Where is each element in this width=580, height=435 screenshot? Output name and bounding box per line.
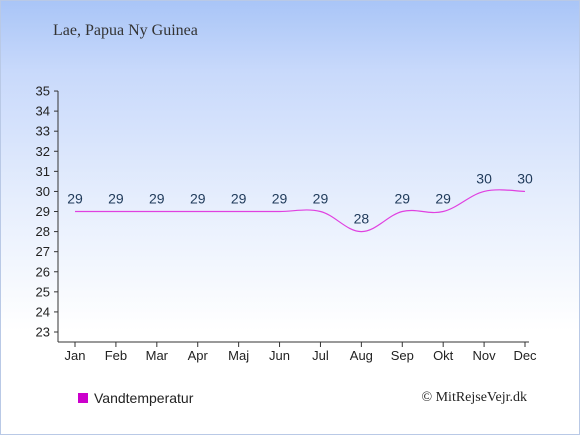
x-tick-label: Jul: [312, 348, 329, 363]
x-tick-label: Maj: [228, 348, 249, 363]
x-tick-label: Dec: [513, 348, 537, 363]
x-tick-label: Feb: [105, 348, 127, 363]
y-tick-label: 35: [36, 84, 50, 99]
x-tick-label: Jun: [269, 348, 290, 363]
y-tick-label: 23: [36, 325, 50, 340]
data-label: 29: [108, 191, 124, 207]
data-label: 29: [272, 191, 288, 207]
y-tick-label: 28: [36, 224, 50, 239]
data-label: 29: [313, 191, 329, 207]
x-tick-label: Nov: [473, 348, 497, 363]
x-tick-label: Jan: [65, 348, 86, 363]
y-tick-label: 34: [36, 104, 50, 119]
y-tick-label: 32: [36, 144, 50, 159]
chart-title: Lae, Papua Ny Guinea: [53, 22, 198, 39]
data-label: 28: [354, 211, 370, 227]
y-tick-label: 33: [36, 124, 50, 139]
data-label: 30: [517, 170, 533, 186]
x-tick-label: Apr: [188, 348, 209, 363]
x-tick-label: Sep: [391, 348, 414, 363]
y-tick-label: 29: [36, 204, 50, 219]
data-label: 29: [394, 191, 410, 207]
legend-swatch: [78, 393, 88, 403]
legend: Vandtemperatur: [78, 390, 193, 406]
data-label: 30: [476, 170, 492, 186]
copyright-text: © MitRejseVejr.dk: [421, 390, 527, 405]
data-label: 29: [231, 191, 247, 207]
data-label: 29: [190, 191, 206, 207]
y-tick-label: 26: [36, 264, 50, 279]
data-label: 29: [149, 191, 165, 207]
y-tick-label: 27: [36, 244, 50, 259]
data-label: 29: [435, 191, 451, 207]
y-tick-label: 24: [36, 304, 50, 319]
y-tick-label: 25: [36, 284, 50, 299]
series-line: [75, 189, 526, 233]
legend-label: Vandtemperatur: [94, 390, 194, 406]
y-tick-label: 31: [36, 164, 50, 179]
x-tick-label: Mar: [146, 348, 169, 363]
x-tick-label: Aug: [350, 348, 373, 363]
y-tick-label: 30: [36, 184, 50, 199]
x-tick-label: Okt: [433, 348, 454, 363]
data-label: 29: [67, 191, 83, 207]
